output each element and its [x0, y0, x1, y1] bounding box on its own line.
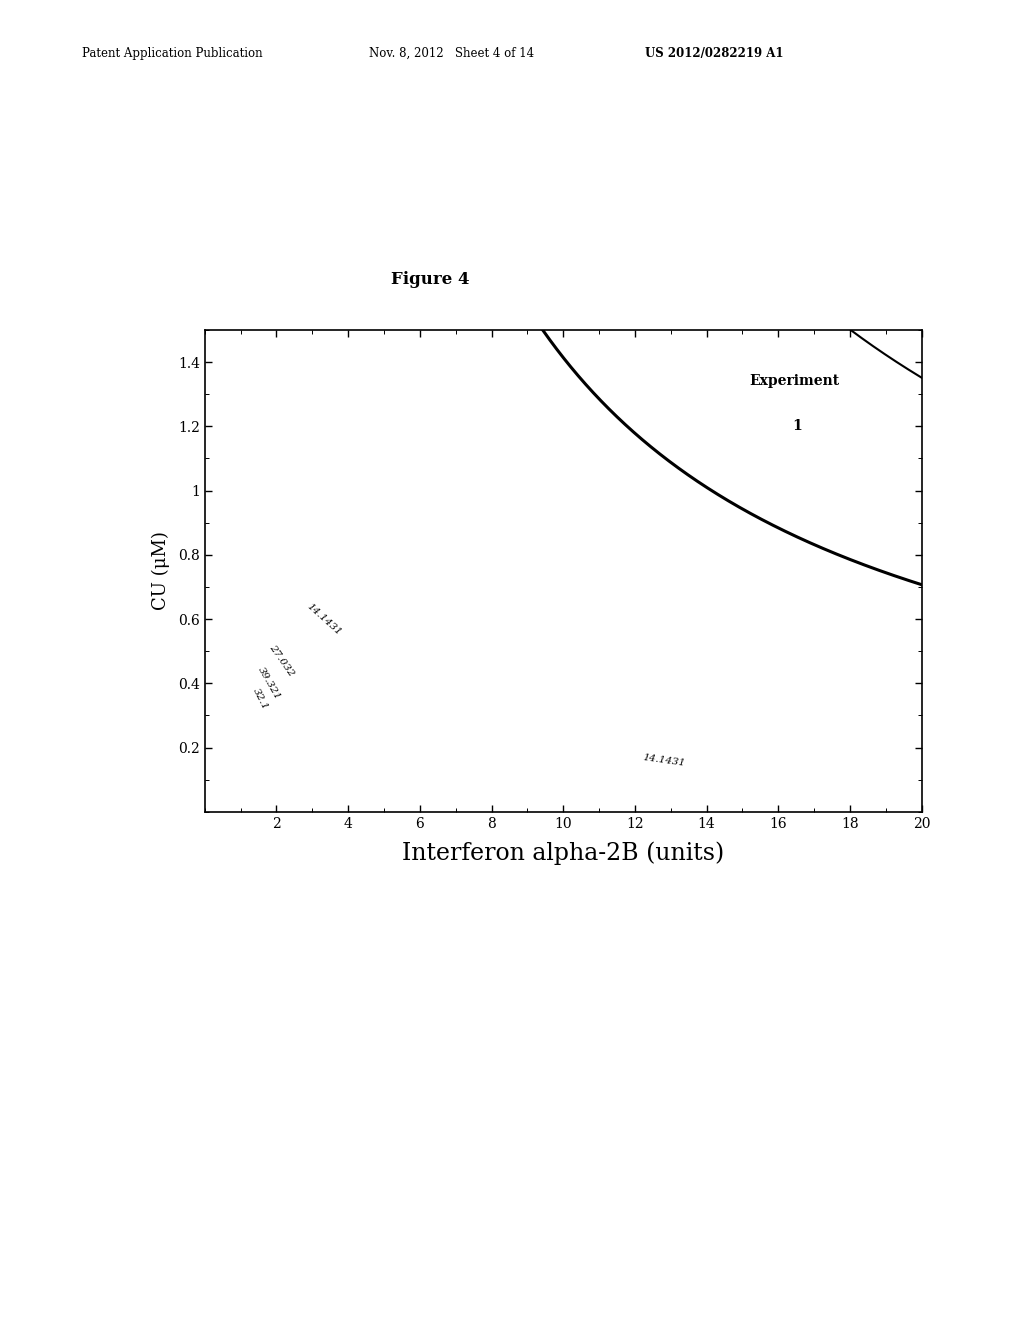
- Text: Nov. 8, 2012   Sheet 4 of 14: Nov. 8, 2012 Sheet 4 of 14: [369, 46, 534, 59]
- Text: Patent Application Publication: Patent Application Publication: [82, 46, 262, 59]
- Text: 1: 1: [793, 418, 803, 433]
- Y-axis label: CU (μM): CU (μM): [152, 532, 170, 610]
- Text: US 2012/0282219 A1: US 2012/0282219 A1: [645, 46, 783, 59]
- Text: 39.321: 39.321: [256, 665, 282, 701]
- Text: Experiment: Experiment: [750, 374, 840, 388]
- Text: 27.032: 27.032: [267, 643, 296, 678]
- Text: 32.1: 32.1: [251, 686, 269, 711]
- Text: 14.1431: 14.1431: [305, 602, 343, 636]
- Text: 14.1431: 14.1431: [642, 752, 686, 768]
- X-axis label: Interferon alpha-2B (units): Interferon alpha-2B (units): [402, 842, 724, 866]
- Text: Figure 4: Figure 4: [391, 271, 469, 288]
